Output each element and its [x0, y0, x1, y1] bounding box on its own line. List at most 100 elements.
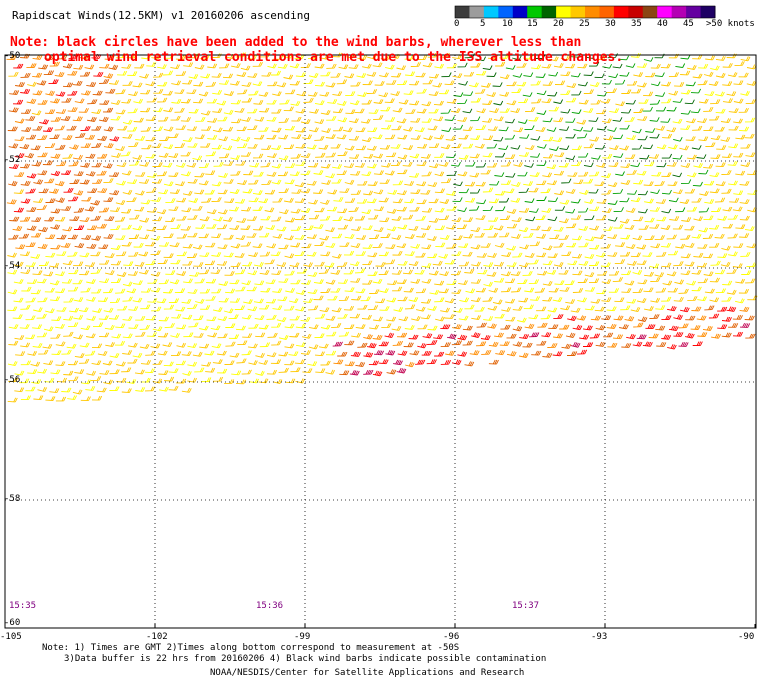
- wind-barb: [372, 243, 383, 249]
- wind-barb: [739, 215, 750, 221]
- wind-barb: [612, 334, 624, 340]
- wind-barb: [649, 223, 660, 229]
- wind-barb: [357, 54, 368, 60]
- wind-barb: [674, 81, 685, 87]
- wind-barb: [211, 144, 222, 150]
- wind-barb: [405, 361, 415, 368]
- wind-barb: [386, 208, 397, 214]
- wind-barb: [223, 252, 234, 258]
- wind-barb: [686, 280, 697, 286]
- wind-barb: [266, 314, 277, 320]
- wind-barb: [735, 298, 745, 304]
- wind-barb: [469, 153, 480, 159]
- wind-barb: [157, 81, 168, 87]
- wind-barb: [207, 63, 218, 69]
- wind-barb: [499, 197, 510, 203]
- wind-barb: [86, 81, 97, 87]
- wind-barb: [732, 263, 743, 269]
- wind-barb: [50, 244, 61, 250]
- wind-barb: [337, 208, 348, 214]
- wind-barb: [638, 208, 648, 214]
- wind-barb: [397, 260, 408, 266]
- wind-barb: [157, 259, 168, 265]
- wind-barb: [355, 324, 366, 329]
- wind-barb: [529, 172, 540, 177]
- wind-barb: [367, 271, 378, 276]
- wind-barb: [270, 70, 282, 76]
- wind-barb: [90, 200, 101, 206]
- wind-barb: [384, 332, 395, 339]
- colorbar-tick: 0: [454, 19, 460, 29]
- wind-barb: [116, 70, 128, 76]
- wind-barb: [87, 116, 97, 122]
- colorbar-swatch: [527, 6, 543, 18]
- wind-barb: [258, 378, 269, 384]
- wind-barb: [13, 189, 24, 194]
- wind-barb: [501, 271, 511, 277]
- wind-barb: [24, 152, 35, 159]
- wind-barb: [240, 136, 251, 142]
- wind-barb: [48, 79, 59, 85]
- wind-barb: [103, 288, 114, 294]
- wind-barb: [656, 341, 667, 347]
- wind-barb: [236, 358, 247, 364]
- wind-barb: [25, 262, 36, 267]
- wind-barb: [397, 154, 408, 160]
- wind-barb: [697, 243, 708, 249]
- wind-barb: [450, 270, 462, 276]
- wind-barb: [390, 143, 401, 149]
- wind-barb: [141, 144, 152, 150]
- wind-barb: [97, 350, 108, 356]
- wind-barb: [91, 395, 103, 401]
- wind-barb: [87, 99, 98, 105]
- wind-barb: [373, 99, 384, 104]
- wind-barb: [483, 262, 494, 267]
- wind-barb: [542, 81, 553, 86]
- wind-barb: [409, 172, 420, 178]
- wind-barb: [331, 322, 342, 329]
- wind-barb: [644, 235, 655, 241]
- wind-barb: [403, 342, 414, 348]
- wind-barb: [434, 153, 445, 158]
- wind-barb: [596, 109, 607, 115]
- wind-barb: [99, 332, 110, 338]
- wind-barb: [722, 206, 733, 212]
- wind-barb: [404, 304, 416, 310]
- wind-barb: [150, 235, 161, 241]
- wind-barb: [362, 80, 373, 86]
- wind-barb: [494, 172, 505, 177]
- wind-barb: [74, 225, 85, 230]
- wind-barb: [212, 89, 223, 95]
- wind-barb: [9, 216, 20, 222]
- wind-barb: [187, 253, 198, 258]
- wind-barb: [31, 232, 42, 238]
- wind-barb: [271, 163, 282, 169]
- wind-barb: [207, 134, 218, 140]
- colorbar-tick: 25: [579, 19, 590, 29]
- wind-barb: [378, 92, 389, 98]
- wind-barb: [451, 251, 462, 256]
- wind-barb: [49, 188, 59, 194]
- wind-barb: [560, 71, 571, 77]
- wind-barb: [230, 243, 241, 249]
- wind-barb: [403, 126, 413, 132]
- wind-barb: [259, 269, 270, 275]
- wind-barb: [198, 233, 209, 239]
- wind-barb: [512, 341, 523, 347]
- wind-barb: [656, 144, 667, 150]
- wind-barb: [61, 205, 72, 211]
- wind-barb: [50, 296, 61, 302]
- wind-barb: [625, 243, 636, 250]
- wind-barb: [36, 332, 48, 338]
- wind-barb: [180, 116, 191, 122]
- wind-barb: [680, 54, 691, 60]
- wind-barb: [482, 117, 493, 123]
- wind-barb: [733, 98, 744, 104]
- wind-barb: [608, 73, 619, 79]
- wind-barb: [567, 172, 578, 177]
- wind-barb: [567, 315, 577, 321]
- wind-barb: [428, 91, 439, 97]
- wind-barb: [494, 277, 505, 283]
- wind-barb: [578, 171, 589, 177]
- wind-barb: [217, 189, 228, 195]
